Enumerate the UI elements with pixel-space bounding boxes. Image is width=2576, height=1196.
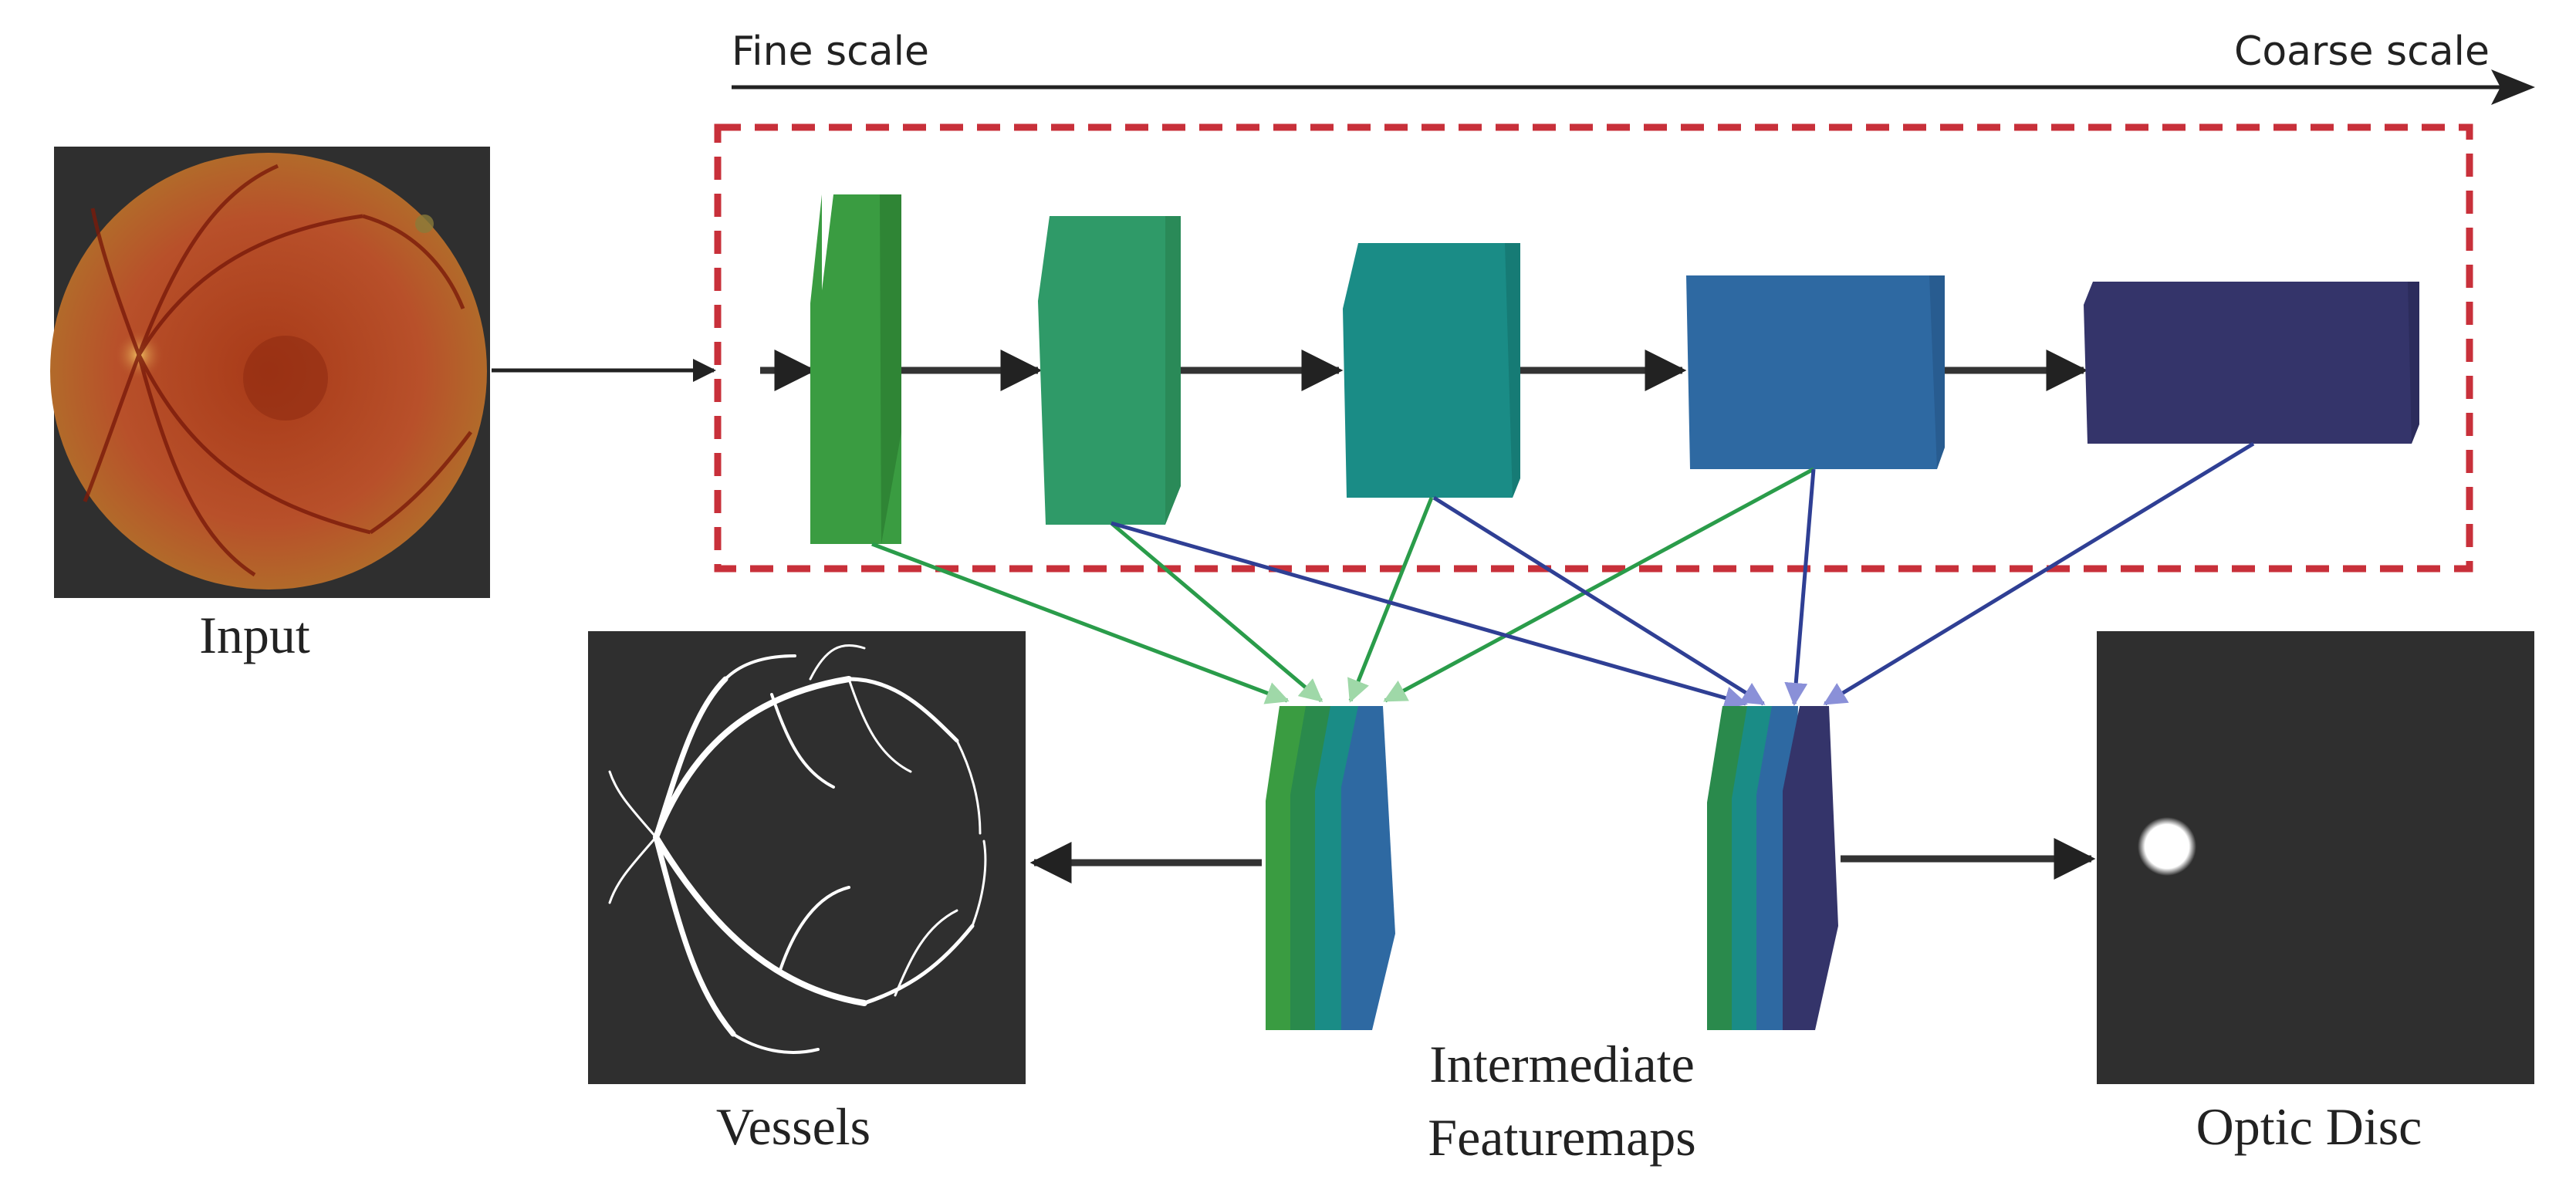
backbone-block-3-front: [1343, 243, 1520, 498]
fundus-macula: [243, 336, 328, 421]
conn-b4-disc: [1784, 468, 1816, 706]
fine-scale-label: Fine scale: [732, 29, 929, 75]
coarse-scale-label: Coarse scale: [2234, 29, 2490, 75]
disc-stack-layer-4: [1783, 706, 1838, 1030]
backbone-block-5-front: [2084, 282, 2419, 444]
vessels-image-background: [588, 631, 1026, 1084]
vessels-output: Vessels: [588, 631, 1026, 1156]
conn-b5-disc: [1823, 441, 2255, 706]
scale-axis: Fine scale Coarse scale: [732, 29, 2535, 105]
backbone-block-2: [1038, 216, 1181, 525]
vessels-label: Vessels: [716, 1097, 870, 1156]
backbone-blocks: [810, 194, 2419, 544]
fundus-vessels: [83, 164, 472, 577]
backbone-frame: [714, 123, 2473, 573]
conn-b3-vessel: [1347, 497, 1434, 703]
vessel-stack-layer-4: [1341, 706, 1395, 1030]
backbone-block-4-side: [1929, 275, 1945, 469]
scale-arrow-head: [2491, 69, 2535, 105]
connections: [871, 441, 2255, 710]
backbone-block-2-side: [1165, 216, 1181, 525]
conn-b1-vessel: [871, 542, 1290, 704]
featuremaps-label-line1: Intermediate: [1429, 1035, 1695, 1093]
disc-feature-stack: [1707, 706, 1838, 1030]
backbone-block-1-side: [880, 194, 901, 544]
conn-b2-vessel: [1110, 522, 1323, 702]
backbone-block-3: [1343, 243, 1520, 498]
input-image: Input: [50, 147, 490, 664]
vessel-tree: [608, 644, 987, 1054]
backbone-block-4: [1686, 275, 1945, 469]
backbone-block-5: [2084, 282, 2419, 444]
conn-b3-disc: [1432, 495, 1766, 706]
backbone-block-1-face: [810, 194, 822, 544]
fundus-edge-highlight: [415, 215, 434, 233]
optic-disc-label: Optic Disc: [2196, 1097, 2422, 1156]
backbone-block-4-front: [1686, 275, 1945, 469]
vessel-feature-stack: [1266, 706, 1395, 1030]
backbone-block-1: [810, 194, 901, 544]
optic-disc-output: Optic Disc: [2097, 631, 2534, 1156]
featuremaps-label-line2: Featuremaps: [1428, 1108, 1695, 1167]
optic-disc-blob: [2138, 817, 2196, 876]
conn-b2-disc: [1111, 521, 1748, 710]
backbone-block-3-side: [1505, 243, 1520, 498]
backbone-block-2-front: [1038, 216, 1181, 525]
input-label: Input: [199, 606, 310, 664]
backbone-block-5-side: [2408, 282, 2419, 444]
conn-b4-vessel: [1383, 467, 1815, 703]
